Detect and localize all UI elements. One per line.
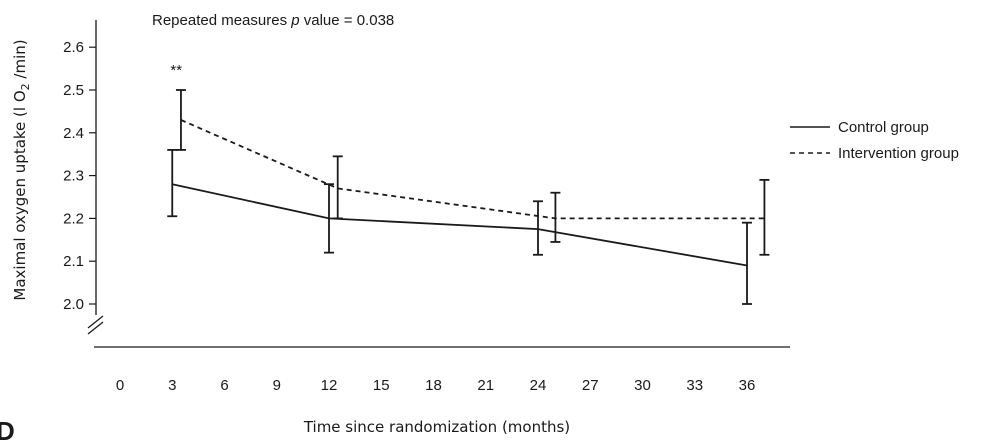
error-bar-intervention [175, 89, 186, 151]
error-bar-control [324, 183, 334, 254]
y-tick-label: 2.6 [63, 39, 84, 56]
x-tick-label: 36 [739, 377, 756, 394]
y-axis-break-mark [87, 315, 104, 329]
y-axis-label: Maximal oxygen uptake (l O2 /min) [11, 39, 32, 300]
x-tick-label: 24 [530, 377, 547, 394]
error-bar-control [742, 221, 752, 305]
y-axis-label-unit: /min) [11, 39, 29, 83]
error-bar-intervention [332, 155, 343, 220]
x-tick-label: 15 [373, 377, 390, 394]
y-axis-label-main: Maximal oxygen uptake (l O [11, 90, 29, 300]
error-bar-intervention [550, 191, 561, 243]
x-tick-label: 33 [686, 377, 703, 394]
y-axis-label-subscript: 2 [19, 83, 32, 90]
x-tick-label: 18 [425, 377, 442, 394]
chart-title-italic: p [290, 12, 299, 29]
x-tick-label: 30 [634, 377, 651, 394]
y-tick-label: 2.5 [63, 82, 84, 99]
x-axis-ticks: 0 3 6 9 12 15 18 21 24 27 30 33 36 [116, 377, 756, 394]
y-tick-label: 2.3 [63, 168, 84, 185]
chart-title-suffix: value = 0.038 [300, 12, 395, 29]
chart-title: Repeated measures p value = 0.038 [152, 12, 394, 29]
x-tick-label: 6 [220, 377, 228, 394]
x-tick-label: 9 [273, 377, 281, 394]
x-tick-label: 27 [582, 377, 599, 394]
legend-label-intervention: Intervention group [838, 145, 959, 162]
chart-title-prefix: Repeated measures [152, 12, 291, 29]
error-bar-control [533, 200, 543, 256]
y-axis-break-mark [87, 321, 104, 335]
data-series [167, 89, 770, 305]
legend-label-control: Control group [838, 119, 929, 136]
series-line-intervention [180, 119, 765, 220]
y-tick-label: 2.2 [63, 210, 84, 227]
y-tick-label: 2.4 [63, 125, 84, 142]
x-tick-label: 0 [116, 377, 124, 394]
x-tick-label: 3 [168, 377, 176, 394]
error-bar-intervention [759, 178, 770, 256]
y-axis-ticks: 2.0 2.1 2.2 2.3 2.4 2.5 2.6 [63, 39, 96, 313]
y-tick-label: 2.1 [63, 253, 84, 270]
x-tick-label: 21 [477, 377, 494, 394]
x-axis-label: Time since randomization (months) [303, 418, 570, 436]
series-line-control [172, 183, 748, 267]
error-bar-control [167, 149, 178, 218]
significance-annotation: ** [170, 62, 182, 79]
x-tick-label: 12 [321, 377, 338, 394]
legend: Control group Intervention group [790, 119, 959, 162]
panel-label: D [0, 416, 15, 440]
y-tick-label: 2.0 [63, 296, 84, 313]
